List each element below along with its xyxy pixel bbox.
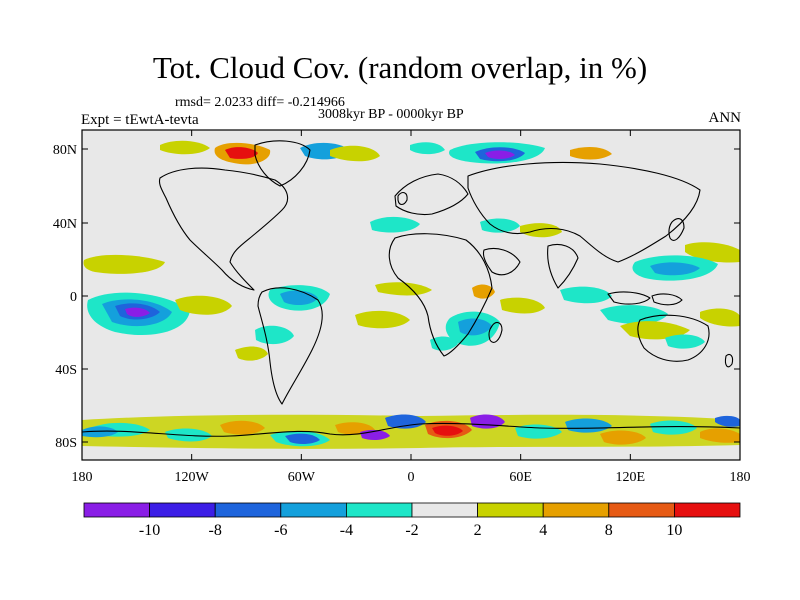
contour-so-orange-1 (220, 420, 265, 435)
coast-arabia (482, 247, 521, 276)
x-tick-labels: 180 120W 60W 0 60E 120E 180 (72, 470, 751, 485)
contour-natl-yellow (375, 282, 432, 296)
contour-arabian-yellow (500, 297, 545, 314)
contour-arctic-orange-e (570, 146, 612, 160)
colorbar-label: 10 (666, 522, 682, 539)
coast-new-zealand (724, 353, 734, 368)
contour-epac-yellow (175, 295, 232, 315)
colorbar-swatch (149, 502, 216, 518)
experiment-label: Expt = tEwtA-tevta (81, 112, 199, 128)
y-tick-label: 40S (55, 363, 77, 378)
contour-so-cyan-e2 (650, 420, 697, 435)
contour-wpac-blue (650, 262, 700, 276)
contour-arctic-cyan-e (410, 142, 445, 155)
colorbar (83, 502, 741, 518)
contour-so-blue-e2 (715, 415, 740, 427)
tick-marks (81, 130, 741, 460)
contour-aus-cyan (665, 334, 705, 349)
coast-india (547, 243, 579, 289)
contour-so-red-c2 (432, 425, 463, 436)
y-tick-label: 0 (70, 290, 77, 305)
contour-nwatl-cyan (370, 216, 420, 233)
colorbar-label: -4 (340, 522, 353, 539)
period-subtitle: 3008kyr BP - 0000kyr BP (318, 107, 464, 122)
contour-arctic-yellow-b (330, 145, 380, 162)
colorbar-swatch (674, 502, 741, 518)
contour-aus-yellow (620, 321, 690, 340)
contour-epac-violet (125, 307, 150, 317)
season-label: ANN (708, 110, 742, 126)
contour-eurasia-yellow (520, 223, 562, 238)
x-tick-label: 60W (288, 470, 316, 485)
contour-so-blue-c (385, 414, 426, 429)
colorbar-swatch (542, 502, 610, 518)
coast-asia (467, 161, 701, 263)
colorbar-swatch (280, 502, 347, 518)
contour-so-blue-e (565, 418, 612, 433)
contour-arctic-siberia-violet (485, 150, 515, 160)
contour-arctic-yellow-a (160, 140, 210, 155)
contour-indonesia-cyan (600, 305, 668, 324)
colorbar-label: -2 (405, 522, 418, 539)
contour-so-orange-e2 (700, 428, 740, 443)
coast-japan (668, 218, 685, 241)
colorbar-swatch (477, 502, 544, 518)
contour-spac-yellow (700, 308, 740, 327)
contour-npac-yellow-b (685, 242, 740, 263)
coast-australia (637, 314, 710, 362)
coast-north-america (158, 167, 289, 291)
colorbar-label: -10 (139, 522, 160, 539)
x-tick-label: 180 (730, 470, 751, 485)
colorbar-label: 4 (539, 522, 547, 539)
contour-s-andes-yellow (235, 346, 268, 361)
colorbar-label: 8 (605, 522, 613, 539)
x-tick-label: 0 (408, 470, 415, 485)
rmsd-stats: rmsd= 2.0233 diff= -0.214966 (175, 95, 345, 110)
coast-madagascar (488, 321, 503, 343)
coast-africa (388, 233, 493, 357)
coast-indonesia (607, 291, 683, 306)
colorbar-label: 2 (474, 522, 482, 539)
contour-eurasia-cyan (480, 218, 520, 233)
y-tick-labels: 80N 40N 0 40S 80S (53, 143, 77, 451)
x-tick-label: 60E (509, 470, 532, 485)
colorbar-swatch (411, 502, 478, 518)
coast-antarctica (82, 422, 740, 437)
coast-europe (394, 173, 469, 216)
coast-uk (397, 191, 408, 206)
coast-south-america (257, 287, 323, 405)
y-tick-label: 40N (53, 217, 77, 232)
contour-npac-yellow-a (83, 254, 165, 274)
contour-s-midlat-cyan (430, 336, 458, 351)
colorbar-swatch (214, 502, 282, 518)
colorbar-swatch (345, 502, 413, 518)
colorbar-label: -8 (209, 522, 222, 539)
contour-africa-blue (458, 318, 492, 336)
contour-io-cyan (560, 286, 612, 304)
coast-greenland (254, 140, 311, 187)
anomaly-contours (82, 140, 740, 449)
contour-so-orange-e (600, 430, 646, 445)
x-tick-label: 120W (175, 470, 210, 485)
contour-satl-yellow (355, 310, 410, 329)
coastlines (82, 140, 740, 437)
map-title: Tot. Cloud Cov. (random overlap, in %) (152, 50, 648, 85)
x-tick-label: 180 (72, 470, 93, 485)
colorbar-label: -6 (274, 522, 287, 539)
colorbar-swatch (608, 502, 675, 518)
colorbar-labels: -10 -8 -6 -4 -2 2 4 8 10 (139, 522, 682, 539)
x-tick-label: 120E (616, 470, 646, 485)
colorbar-swatch (83, 502, 150, 518)
y-tick-label: 80S (55, 436, 77, 451)
contour-so-blue-3 (285, 433, 320, 445)
y-tick-label: 80N (53, 143, 77, 158)
contour-arctic-greenland-red (225, 147, 258, 159)
